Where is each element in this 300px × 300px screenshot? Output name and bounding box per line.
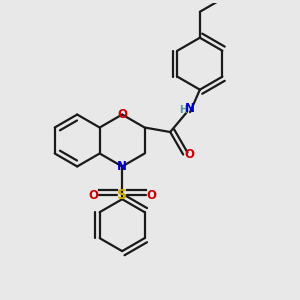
Text: N: N bbox=[117, 160, 127, 173]
Text: O: O bbox=[146, 188, 156, 202]
Text: H: H bbox=[179, 105, 187, 115]
Text: O: O bbox=[184, 148, 194, 161]
Text: O: O bbox=[88, 188, 98, 202]
Text: N: N bbox=[185, 103, 195, 116]
Text: S: S bbox=[117, 188, 127, 202]
Text: O: O bbox=[117, 108, 127, 121]
